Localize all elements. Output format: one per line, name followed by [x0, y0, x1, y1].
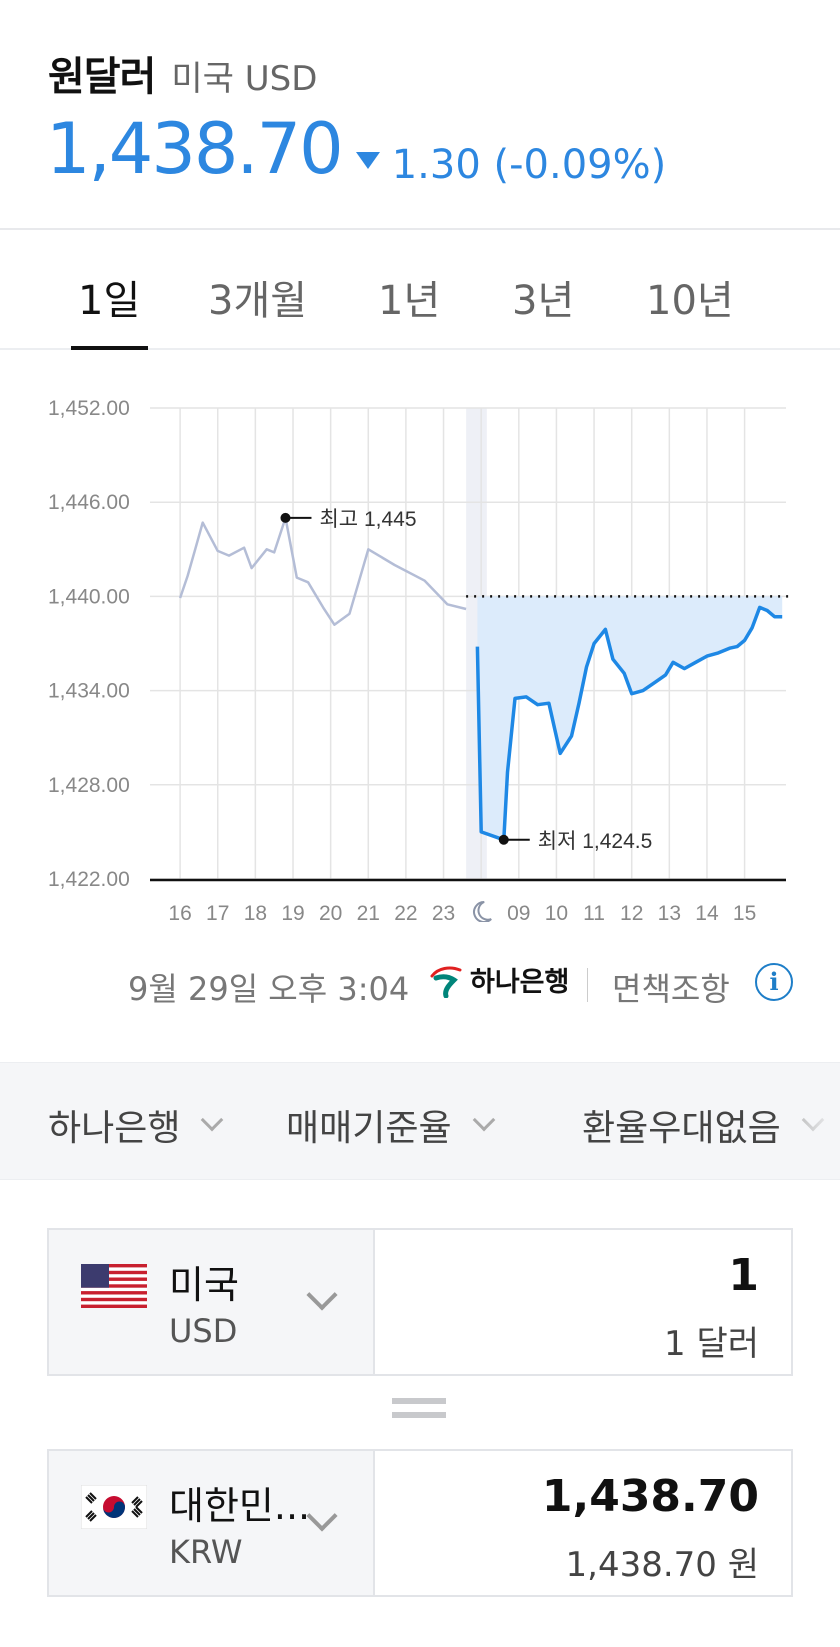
x-tick-label: 21	[357, 902, 380, 922]
y-tick-label: 1,428.00	[48, 774, 130, 797]
tab-3months[interactable]: 3개월	[208, 278, 308, 324]
y-tick-label: 1,422.00	[48, 868, 130, 891]
x-tick-label: 22	[394, 902, 417, 922]
current-session-line	[475, 605, 783, 842]
to-currency-name: 대한민...	[169, 1484, 311, 1528]
rate-chart[interactable]: 1,452.00 1,446.00 1,440.00 1,434.00 1,428.00…	[0, 352, 840, 922]
y-tick-label: 1,440.00	[48, 585, 130, 608]
y-tick-label: 1,452.00	[48, 397, 130, 420]
page-title: 원달러	[48, 54, 156, 100]
rate-change: 1.30 (-0.09%)	[355, 141, 667, 188]
bank-logo: 하나은행	[428, 960, 569, 999]
bank-logo-text: 하나은행	[470, 967, 570, 998]
bank-select[interactable]: 하나은행	[48, 1099, 224, 1151]
x-tick-label: 16	[168, 902, 191, 922]
y-tick-label: 1,434.00	[48, 680, 130, 703]
tab-3years[interactable]: 3년	[512, 278, 575, 324]
bank-select-label: 하나은행	[48, 1108, 181, 1149]
x-tick-label: 15	[733, 902, 756, 922]
from-currency-select[interactable]: 미국 USD	[49, 1230, 375, 1374]
from-currency-name: 미국	[169, 1263, 239, 1307]
rate-chart-svg: 1,452.00 1,446.00 1,440.00 1,434.00 1,428.00…	[48, 397, 790, 922]
x-tick-label: 19	[281, 902, 304, 922]
chevron-down-icon	[306, 1500, 338, 1532]
equals-icon	[392, 1398, 446, 1422]
divider	[587, 968, 588, 1002]
disclaimer-link[interactable]: 면책조항	[612, 970, 730, 1008]
from-amount-input[interactable]: 1 1 달러	[375, 1230, 791, 1374]
high-label: 최고 1,445	[319, 508, 416, 531]
active-tab-indicator	[71, 346, 148, 350]
chevron-down-icon	[306, 1279, 338, 1311]
to-currency-select[interactable]: 대한민... KRW	[49, 1451, 375, 1595]
source-info: 9월 29일 오후 3:04 하나은행 면책조항 i	[0, 950, 840, 1020]
to-amount: 1,438.70	[541, 1471, 759, 1522]
previous-session-line	[178, 516, 467, 626]
x-tick-label: 23	[432, 902, 455, 922]
currency-subtitle: 미국 USD	[171, 59, 318, 99]
x-tick-label: 11	[583, 902, 605, 922]
x-tick-label: 14	[695, 902, 719, 922]
x-tick-label: 13	[658, 902, 681, 922]
down-arrow-icon	[355, 152, 380, 169]
scroll-fade	[780, 1063, 840, 1179]
filter-bar: 하나은행 매매기준율 환율우대없음	[0, 1062, 840, 1180]
from-amount-text: 1 달러	[664, 1324, 759, 1364]
hana-bank-icon	[430, 966, 462, 998]
update-timestamp: 9월 29일 오후 3:04	[128, 970, 410, 1008]
y-tick-label: 1,446.00	[48, 491, 130, 514]
to-currency-code: KRW	[169, 1533, 243, 1571]
chevron-down-icon	[201, 1108, 224, 1132]
current-session-fill	[477, 596, 783, 840]
rate-type-select[interactable]: 매매기준율	[286, 1099, 495, 1151]
from-amount: 1	[728, 1250, 759, 1301]
moon-icon	[473, 900, 492, 922]
discount-label: 환율우대없음	[582, 1108, 781, 1149]
low-label: 최저 1,424.5	[538, 830, 653, 853]
us-flag-icon	[81, 1264, 147, 1308]
to-currency-row: 대한민... KRW 1,438.70 1,438.70 원	[47, 1449, 793, 1597]
x-tick-label: 09	[507, 902, 530, 922]
x-tick-label: 20	[319, 902, 342, 922]
from-currency-code: USD	[169, 1312, 238, 1350]
from-currency-row: 미국 USD 1 1 달러	[47, 1228, 793, 1376]
current-rate: 1,438.70	[46, 108, 344, 190]
to-amount-text: 1,438.70 원	[565, 1545, 760, 1585]
rate-header: 원달러 미국 USD 1,438.70 1.30 (-0.09%)	[0, 0, 840, 230]
x-tick-label: 10	[545, 902, 568, 922]
x-tick-label: 18	[244, 902, 267, 922]
tab-1day[interactable]: 1일	[78, 278, 141, 324]
discount-select[interactable]: 환율우대없음	[582, 1099, 825, 1151]
rate-change-value: 1.30 (-0.09%)	[391, 141, 667, 188]
x-tick-label: 12	[620, 902, 643, 922]
period-tabs: 1일 3개월 1년 3년 10년	[0, 232, 840, 350]
tab-1year[interactable]: 1년	[378, 278, 441, 324]
tab-10years[interactable]: 10년	[646, 278, 734, 324]
kr-flag-icon	[81, 1485, 147, 1529]
chevron-down-icon	[472, 1108, 495, 1132]
x-tick-label: 17	[206, 902, 229, 922]
to-amount-input[interactable]: 1,438.70 1,438.70 원	[375, 1451, 791, 1595]
info-icon[interactable]: i	[755, 963, 793, 1001]
rate-type-label: 매매기준율	[286, 1108, 452, 1149]
